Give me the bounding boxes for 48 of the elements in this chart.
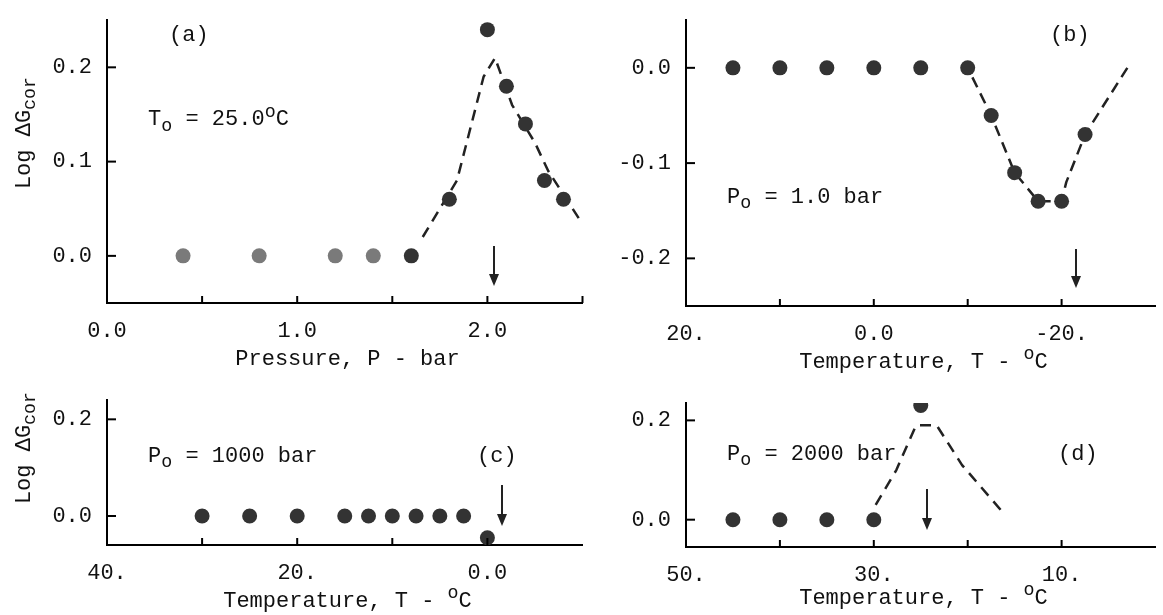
y-tick-label: 0.2 — [52, 407, 92, 433]
point — [479, 22, 495, 38]
point — [819, 60, 835, 76]
point — [1077, 127, 1093, 143]
annotation: (d) — [1058, 442, 1098, 468]
annotation: (a) — [169, 23, 209, 49]
x-tick-label: 40. — [87, 561, 127, 587]
y-tick-label: 0.0 — [631, 507, 671, 533]
point — [725, 60, 741, 76]
point — [555, 191, 571, 207]
y-tick-label: -0.1 — [618, 150, 671, 176]
point — [1030, 193, 1046, 209]
point — [772, 60, 788, 76]
x-axis-title: Pressure, P - bar — [235, 346, 460, 373]
y-tick-label: 0.1 — [52, 149, 92, 175]
point — [403, 248, 419, 264]
x-tick-label: 2.0 — [467, 319, 508, 345]
point — [175, 248, 191, 264]
annotation: (b) — [1050, 23, 1090, 49]
point — [441, 191, 457, 207]
x-tick-label: 1.0 — [277, 319, 317, 345]
point — [327, 248, 343, 264]
point — [517, 116, 533, 132]
y-tick-label: 0.0 — [631, 55, 671, 81]
y-tick-label: 0.0 — [52, 503, 92, 529]
annotation: (c) — [477, 444, 517, 470]
point — [866, 60, 882, 76]
annotation: P$_{o}$ = 1.0 bar — [727, 185, 884, 215]
annotation: P$_{o}$ = 1000 bar — [148, 444, 318, 474]
y-tick-label: 0.2 — [631, 408, 671, 434]
y-tick-label: 0.2 — [52, 55, 92, 81]
line-series — [421, 56, 580, 239]
point — [1007, 165, 1023, 181]
x-tick-label: 0.0 — [87, 319, 127, 345]
y-tick-label: -0.2 — [618, 246, 671, 272]
point — [983, 107, 999, 123]
annotation: T$_{o}$ = 25.0$^{o}$C — [148, 102, 289, 137]
point — [960, 60, 976, 76]
annotation: P$_{o}$ = 2000 bar — [727, 442, 897, 472]
point — [913, 60, 929, 76]
point — [1054, 193, 1070, 209]
point — [498, 78, 514, 94]
point — [365, 248, 381, 264]
point — [251, 248, 267, 264]
y-tick-label: 0.0 — [52, 243, 92, 269]
x-tick-label: 20. — [666, 322, 706, 348]
x-tick-label: 50. — [666, 563, 706, 589]
point — [536, 172, 552, 188]
